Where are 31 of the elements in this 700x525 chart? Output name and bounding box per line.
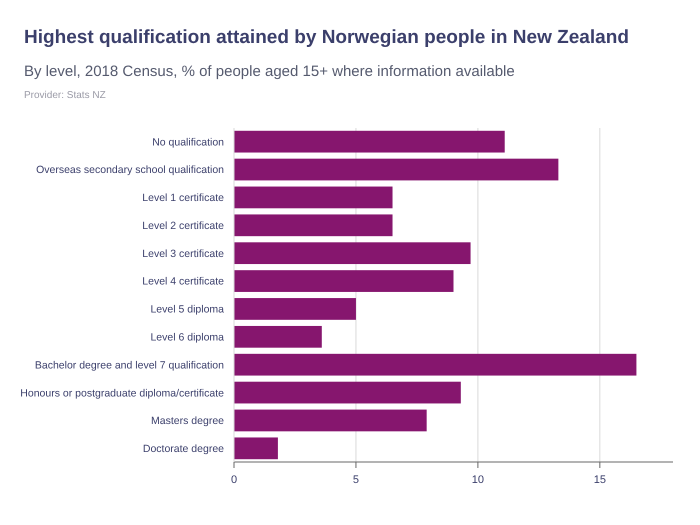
y-tick-label: Honours or postgraduate diploma/certificate [20, 387, 224, 400]
y-tick-label: Level 5 diploma [150, 304, 224, 316]
y-tick-label: Masters degree [151, 415, 224, 428]
y-tick-label: Level 3 certificate [142, 248, 224, 260]
y-tick-label: Level 2 certificate [142, 220, 224, 232]
y-tick-label: No qualification [152, 136, 224, 148]
bar [234, 354, 636, 376]
y-tick-label: Level 6 diploma [150, 331, 224, 344]
bar [234, 326, 322, 348]
chart-title: Highest qualification attained by Norwegian people in New Zealand [24, 27, 629, 48]
bar [234, 410, 427, 432]
x-tick-label: 0 [230, 474, 238, 486]
y-tick-label: Overseas secondary school qualification [36, 164, 224, 176]
bar [234, 242, 471, 264]
y-tick-label: Bachelor degree and level 7 qualification [34, 359, 224, 372]
bar [234, 214, 393, 236]
x-tick-label: 15 [594, 474, 606, 486]
y-tick-label: Doctorate degree [142, 443, 224, 456]
y-tick-label: Level 4 certificate [142, 276, 224, 288]
text: Provider: Stats NZ [24, 90, 106, 101]
x-tick-label: 10 [472, 474, 484, 486]
bar [234, 298, 356, 320]
chart-subtitle: By level, 2018 Census, % of people aged 15+ where information available [24, 63, 515, 80]
bar [234, 382, 461, 404]
bar [234, 158, 558, 180]
bar [234, 437, 278, 460]
bar [234, 270, 454, 292]
bar [234, 130, 505, 153]
y-tick-label: Level 1 certificate [142, 192, 224, 204]
x-tick-label: 5 [352, 474, 360, 486]
bar [234, 186, 393, 208]
